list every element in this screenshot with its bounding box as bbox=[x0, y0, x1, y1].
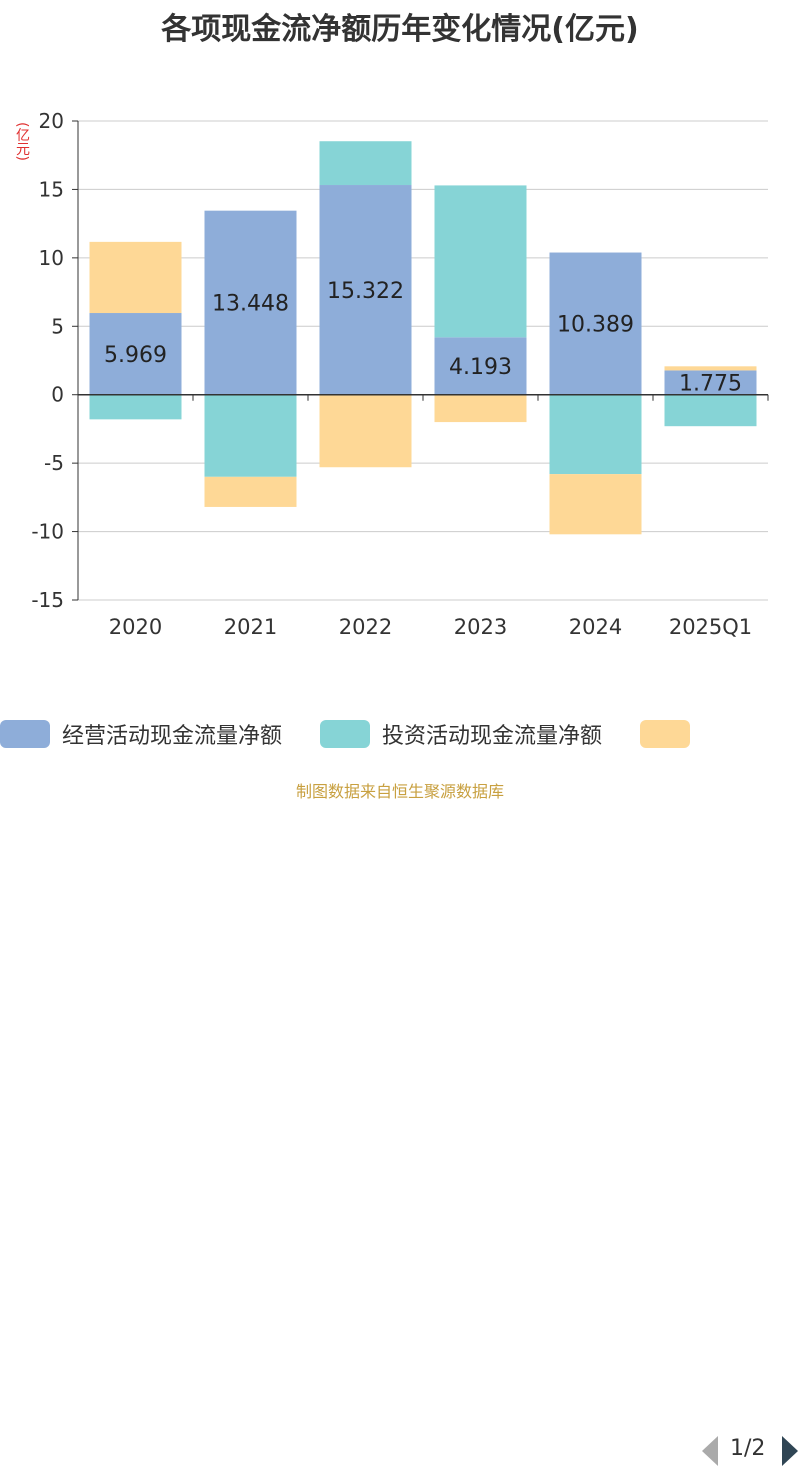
x-tick-label-2021: 2021 bbox=[224, 615, 277, 639]
bar-series2-2023 bbox=[434, 394, 527, 423]
source-note: 制图数据来自恒生聚源数据库 bbox=[295, 782, 504, 801]
legend-item-investing[interactable]: 投资活动现金流量净额 bbox=[320, 716, 602, 752]
legend-swatch-financing bbox=[640, 720, 690, 748]
data-label-2024: 10.389 bbox=[557, 313, 634, 338]
x-tick-label-2020: 2020 bbox=[109, 615, 162, 639]
legend-prev-arrow-icon[interactable] bbox=[702, 1436, 718, 1466]
legend-label-investing: 投资活动现金流量净额 bbox=[382, 724, 603, 749]
x-tick-label-2023: 2023 bbox=[454, 615, 507, 639]
bar-series2-2024 bbox=[549, 474, 642, 535]
legend-swatch-operating bbox=[0, 720, 50, 748]
bar-series1-2022 bbox=[319, 141, 412, 186]
y-tick-label: -5 bbox=[44, 451, 64, 475]
data-label-2020: 5.969 bbox=[104, 343, 167, 368]
data-label-2022: 15.322 bbox=[327, 279, 404, 304]
legend-item-financing[interactable] bbox=[640, 716, 690, 752]
y-tick-label: 10 bbox=[39, 246, 64, 270]
y-tick-label: 5 bbox=[51, 314, 64, 338]
bar-series1-2023 bbox=[434, 185, 527, 338]
bar-series2-2022 bbox=[319, 394, 412, 468]
bar-series2-2021 bbox=[204, 476, 297, 507]
x-tick-label-2022: 2022 bbox=[339, 615, 392, 639]
legend-page-indicator: 1/2 bbox=[730, 1436, 766, 1461]
bar-series0-2022 bbox=[319, 185, 412, 395]
data-label-2023: 4.193 bbox=[449, 355, 512, 380]
bar-series1-2020 bbox=[89, 394, 182, 420]
y-axis-unit-label: (亿元) bbox=[14, 122, 30, 161]
legend-pager: 1/2 bbox=[700, 1434, 800, 1468]
y-tick-label: -10 bbox=[31, 520, 64, 544]
bar-series2-2025Q1 bbox=[664, 366, 757, 371]
legend: 经营活动现金流量净额 投资活动现金流量净额 1/2 bbox=[0, 716, 800, 1466]
x-tick-label-2024: 2024 bbox=[569, 615, 622, 639]
data-label-2021: 13.448 bbox=[212, 292, 289, 317]
y-tick-label: 20 bbox=[39, 109, 64, 133]
bar-series0-2020 bbox=[89, 313, 182, 395]
bar-series1-2021 bbox=[204, 394, 297, 477]
bar-series0-2023 bbox=[434, 337, 527, 395]
legend-next-arrow-icon[interactable] bbox=[782, 1436, 798, 1466]
chart-title: 各项现金流净额历年变化情况(亿元) bbox=[161, 12, 639, 47]
bar-series2-2020 bbox=[89, 241, 182, 314]
chart-area: 20 15 10 5 0 -5 -10 -15 5.969 13.448 15.322 4.193 10… bbox=[31, 109, 769, 639]
bar-series1-2025Q1 bbox=[664, 394, 757, 427]
y-tick-label: 15 bbox=[39, 177, 64, 201]
legend-label-operating: 经营活动现金流量净额 bbox=[62, 724, 283, 749]
data-label-2025Q1: 1.775 bbox=[679, 372, 742, 397]
bar-series0-2021 bbox=[204, 210, 297, 395]
y-tick-label: 0 bbox=[51, 383, 64, 407]
legend-swatch-investing bbox=[320, 720, 370, 748]
y-tick-label: -15 bbox=[31, 588, 64, 612]
bar-series0-2024 bbox=[549, 252, 642, 395]
legend-item-operating[interactable]: 经营活动现金流量净额 bbox=[0, 716, 282, 752]
x-tick-label-2025Q1: 2025Q1 bbox=[669, 615, 752, 639]
bar-series1-2024 bbox=[549, 394, 642, 475]
bar-series0-2025Q1 bbox=[664, 370, 757, 395]
